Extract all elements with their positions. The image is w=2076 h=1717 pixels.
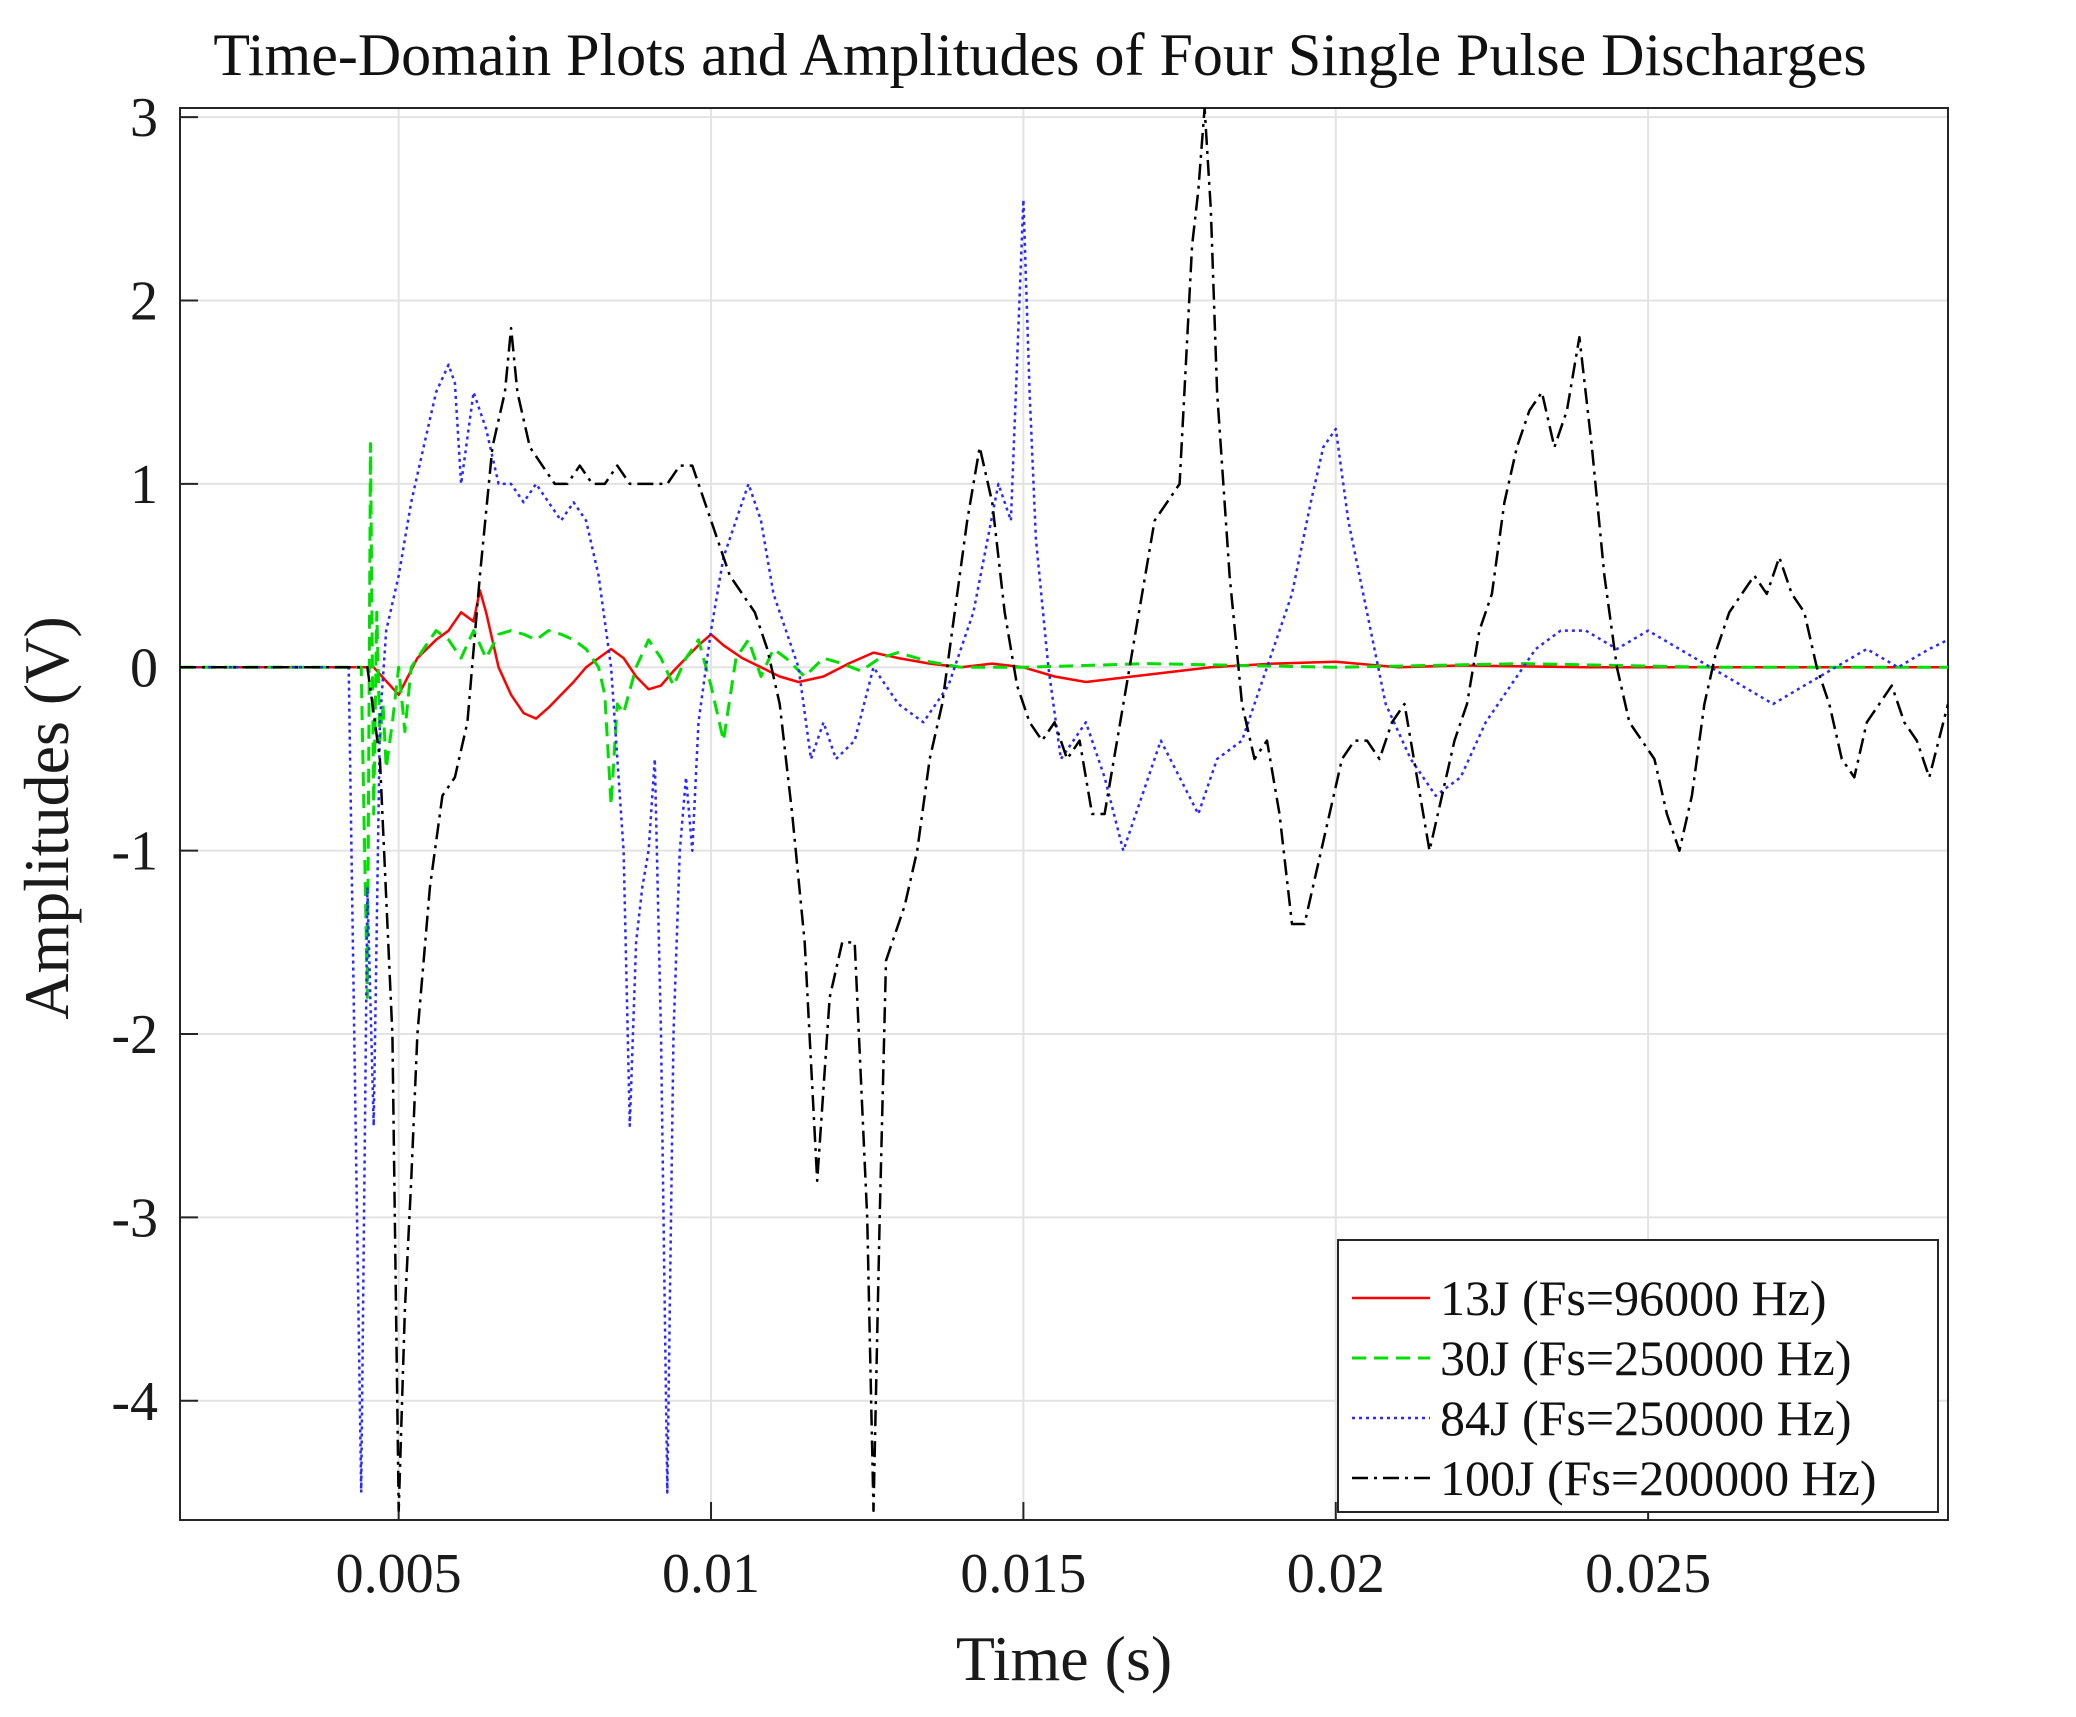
legend-item: 100J (Fs=200000 Hz)	[1352, 1450, 1877, 1506]
legend-label: 100J (Fs=200000 Hz)	[1440, 1450, 1877, 1506]
legend-label: 84J (Fs=250000 Hz)	[1440, 1390, 1852, 1446]
x-axis-title: Time (s)	[956, 1623, 1172, 1694]
y-tick-label: 2	[130, 271, 158, 333]
x-tick-label: 0.02	[1287, 1543, 1385, 1605]
series-lines	[180, 108, 1948, 1513]
legend-item: 84J (Fs=250000 Hz)	[1352, 1390, 1852, 1446]
series-4	[180, 108, 1948, 1513]
x-tick-label: 0.015	[960, 1543, 1086, 1605]
y-tick-label: 3	[130, 87, 158, 149]
y-tick-label: -1	[111, 821, 158, 883]
y-tick-label: 0	[130, 637, 158, 699]
x-tick-label: 0.01	[662, 1543, 760, 1605]
y-tick-label: -4	[111, 1371, 158, 1433]
grid	[180, 108, 1948, 1520]
y-tick-label: 1	[130, 454, 158, 516]
axis-tick-labels: 0.005 0.01 0.015 0.02 0.025 3 2 1 0 -1 -2 -3 -4	[111, 87, 1711, 1605]
y-axis-title: Amplitudes (V)	[11, 616, 82, 1020]
series-3	[180, 198, 1948, 1494]
legend-label: 30J (Fs=250000 Hz)	[1440, 1330, 1852, 1386]
series-line	[180, 198, 1948, 1494]
series-line	[180, 442, 1948, 999]
y-tick-label: -2	[111, 1004, 158, 1066]
legend-item: 30J (Fs=250000 Hz)	[1352, 1330, 1852, 1386]
series-line	[180, 108, 1948, 1513]
plot-area-frame	[179, 107, 1949, 1521]
x-tick-label: 0.025	[1585, 1543, 1711, 1605]
y-tick-label: -3	[111, 1187, 158, 1249]
legend-label: 13J (Fs=96000 Hz)	[1440, 1270, 1827, 1326]
legend-box	[1337, 1239, 1939, 1513]
series-2	[180, 442, 1948, 999]
chart-title: Time-Domain Plots and Amplitudes of Four…	[213, 22, 1866, 88]
x-tick-label: 0.005	[336, 1543, 462, 1605]
legend-items: 13J (Fs=96000 Hz)30J (Fs=250000 Hz)84J (…	[1352, 1270, 1877, 1506]
legend-item: 13J (Fs=96000 Hz)	[1352, 1270, 1827, 1326]
legend: 13J (Fs=96000 Hz)30J (Fs=250000 Hz)84J (…	[1337, 1239, 1939, 1513]
